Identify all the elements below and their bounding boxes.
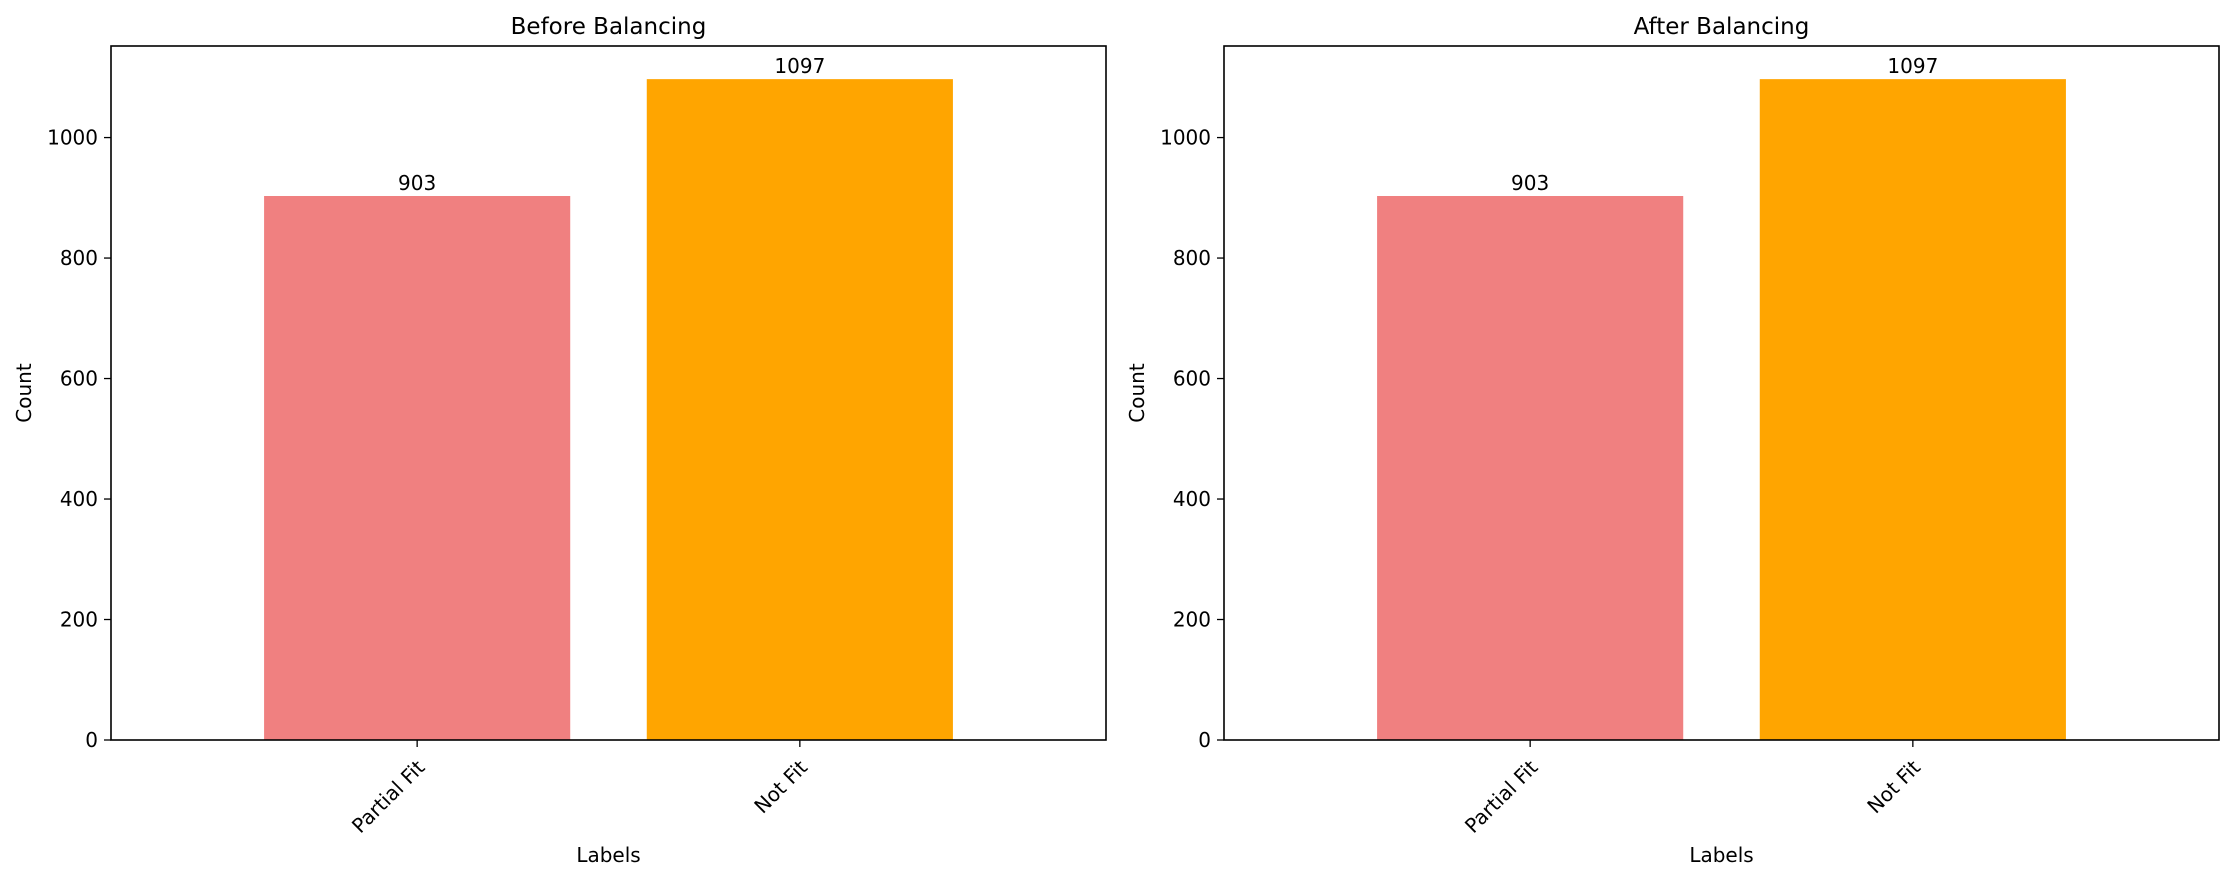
x-tick-label: Not Fit bbox=[1862, 755, 1925, 818]
bar-partial-fit bbox=[1377, 196, 1684, 741]
y-axis-label: Count bbox=[12, 363, 36, 423]
y-tick-label: 400 bbox=[1173, 487, 1211, 511]
axes-frame bbox=[1223, 45, 2220, 741]
chart-title: Before Balancing bbox=[511, 14, 707, 40]
y-axis-label: Count bbox=[1125, 363, 1149, 423]
y-tick-label: 0 bbox=[1198, 728, 1211, 752]
y-tick-label: 800 bbox=[60, 246, 98, 270]
x-tick-label: Partial Fit bbox=[1460, 755, 1543, 838]
y-tick-label: 200 bbox=[1173, 608, 1211, 632]
y-tick-label: 0 bbox=[85, 728, 98, 752]
chart-title: After Balancing bbox=[1634, 14, 1810, 40]
data-label: 903 bbox=[398, 171, 436, 195]
y-tick-label: 600 bbox=[60, 367, 98, 391]
data-label: 1097 bbox=[1887, 54, 1938, 78]
bar-partial-fit bbox=[264, 196, 571, 741]
bar-not-fit bbox=[1759, 79, 2066, 741]
y-tick-label: 1000 bbox=[1160, 126, 1211, 150]
x-tick-label: Partial Fit bbox=[347, 755, 430, 838]
y-tick-label: 400 bbox=[60, 487, 98, 511]
chart-panel-1: 903 Partial Fit 1097 Not Fit 0 200 400 600 800 10… bbox=[12, 14, 1107, 867]
y-tick-label: 800 bbox=[1173, 246, 1211, 270]
x-axis-label: Labels bbox=[1689, 843, 1753, 867]
bar-not-fit bbox=[646, 79, 953, 741]
data-label: 1097 bbox=[774, 54, 825, 78]
axes-frame bbox=[110, 45, 1107, 741]
y-tick-label: 600 bbox=[1173, 367, 1211, 391]
x-axis-label: Labels bbox=[576, 843, 640, 867]
x-tick-label: Not Fit bbox=[749, 755, 812, 818]
data-label: 903 bbox=[1511, 171, 1549, 195]
y-tick-label: 1000 bbox=[47, 126, 98, 150]
chart-panel-2: 903 Partial Fit 1097 Not Fit 0 200 400 600 800 10… bbox=[1125, 14, 2220, 867]
y-tick-label: 200 bbox=[60, 608, 98, 632]
